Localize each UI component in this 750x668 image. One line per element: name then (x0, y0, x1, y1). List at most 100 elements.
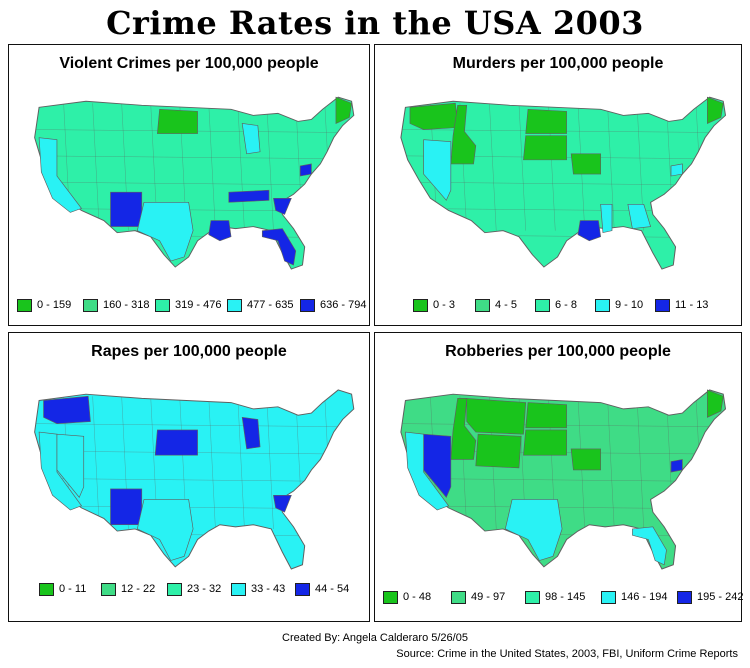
state-new-mexico (110, 488, 143, 526)
state-idaho (450, 104, 477, 165)
legend-swatch (231, 583, 246, 596)
state-border (92, 396, 100, 529)
map-group (400, 96, 727, 270)
legend-swatch (475, 299, 490, 312)
state-border (400, 181, 726, 186)
state-tennessee (228, 189, 270, 203)
state-maryland (299, 163, 312, 177)
legend-swatch (227, 299, 242, 312)
legend-swatch (39, 583, 54, 596)
legend-swatch (101, 583, 116, 596)
page-title: Crime Rates in the USA 2003 (106, 4, 644, 42)
legend-label: 0 - 159 (37, 299, 72, 311)
us-map (400, 389, 727, 570)
legend-swatch (677, 591, 692, 604)
state-florida (632, 526, 667, 566)
legend-label: 9 - 10 (615, 299, 644, 311)
map-group (400, 389, 727, 570)
panel-title: Rapes per 100,000 people (91, 343, 287, 360)
map-group (34, 389, 355, 570)
legend-swatch (167, 583, 182, 596)
state-south-carolina (273, 494, 292, 513)
panel-title: Robberies per 100,000 people (445, 343, 671, 360)
state-border (266, 103, 274, 231)
state-idaho (450, 398, 477, 460)
state-michigan (241, 123, 261, 155)
legend-swatch (155, 299, 170, 312)
legend-swatch (525, 591, 540, 604)
us-map (34, 96, 355, 270)
legend-label: 6 - 8 (555, 299, 578, 311)
state-louisiana (577, 220, 602, 242)
legend-label: 0 - 3 (433, 299, 456, 311)
state-south-dakota (523, 429, 567, 456)
legend-label: 23 - 32 (187, 583, 222, 595)
map-panel-robberies: Robberies per 100,000 people 0 - 48 49 -… (374, 332, 743, 622)
panel-title: Murders per 100,000 people (452, 55, 664, 72)
legend-swatch (295, 583, 310, 596)
legend-swatch (413, 299, 428, 312)
panel-title: Violent Crimes per 100,000 people (59, 55, 319, 72)
state-border (266, 396, 274, 529)
legend-swatch (300, 299, 315, 312)
state-california (405, 431, 450, 511)
state-texas (136, 202, 194, 262)
state-maryland (670, 459, 683, 473)
legend-label: 636 - 794 (320, 299, 367, 311)
state-border (34, 155, 354, 160)
legend: 0 - 48 49 - 97 98 - 145 146 - 194 195 - … (383, 589, 743, 607)
legend-label: 98 - 145 (545, 591, 586, 603)
state-border (636, 396, 645, 529)
legend-swatch (595, 299, 610, 312)
legend-swatch (451, 591, 466, 604)
state-border (607, 396, 615, 529)
state-maryland (670, 163, 683, 177)
state-washington (409, 102, 459, 130)
legend-swatch (83, 299, 98, 312)
state-border (34, 181, 354, 186)
legend-label: 0 - 11 (59, 583, 87, 595)
legend-label: 146 - 194 (621, 591, 668, 603)
legend-label: 477 - 635 (247, 299, 294, 311)
legend: 0 - 3 4 - 5 6 - 8 9 - 10 11 - 13 (383, 297, 735, 315)
map-panel-violent-crimes: Violent Crimes per 100,000 people 0 - 15… (8, 44, 370, 326)
legend-label: 4 - 5 (495, 299, 518, 311)
map-panel-rapes: Rapes per 100,000 people 0 - 11 12 - 22 … (8, 332, 370, 622)
us-map (400, 96, 727, 270)
state-nevada (56, 433, 85, 498)
legend: 0 - 11 12 - 22 23 - 32 33 - 43 44 - 54 (17, 581, 363, 599)
state-wyoming (475, 433, 522, 469)
state-north-dakota (157, 109, 198, 134)
state-louisiana (208, 220, 232, 242)
state-north-dakota (525, 109, 567, 134)
state-new-mexico (110, 191, 143, 227)
map-panel-murders: Murders per 100,000 people 0 - 3 4 - 5 6… (374, 44, 742, 326)
state-maine (335, 96, 352, 124)
state-washington (43, 395, 91, 424)
legend-label: 44 - 54 (315, 583, 350, 595)
state-maine (706, 96, 724, 124)
state-south-carolina (273, 197, 292, 215)
legend-label: 160 - 318 (103, 299, 150, 311)
state-border (607, 103, 615, 231)
state-texas (504, 499, 563, 561)
state-nevada (423, 139, 452, 201)
legend: 0 - 159 160 - 318 319 - 476 477 - 635 63… (17, 297, 367, 315)
state-border (237, 103, 245, 231)
state-maine (706, 389, 724, 418)
legend-label: 33 - 43 (251, 583, 286, 595)
source-text: Source: Crime in the United States, 2003… (396, 648, 738, 660)
state-georgia (627, 204, 652, 229)
legend-swatch (17, 299, 32, 312)
map-group (34, 96, 355, 270)
state-montana (466, 398, 527, 435)
state-texas (136, 499, 194, 561)
state-border (92, 103, 100, 231)
legend-swatch (535, 299, 550, 312)
legend-swatch (601, 591, 616, 604)
legend-label: 11 - 13 (675, 299, 709, 311)
state-california (38, 137, 83, 213)
state-florida (261, 228, 297, 266)
state-border (34, 423, 354, 428)
state-border (208, 103, 216, 231)
